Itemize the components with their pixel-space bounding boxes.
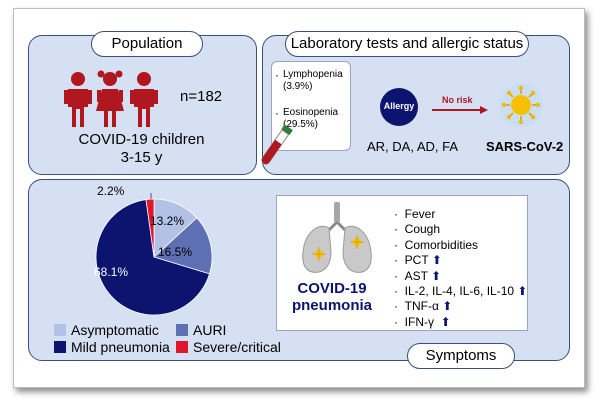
legend-swatch-severe [176,341,188,353]
legend-severe: Severe/critical [176,339,281,355]
eosinopenia-value: (29.5%) [283,119,319,130]
legend-mild: Mild pneumonia [54,339,170,355]
lymphopenia-value: (3.9%) [283,81,313,92]
population-count: n=182 [180,88,223,105]
virus-icon [499,83,543,127]
legend-text-mild: Mild pneumonia [71,339,170,355]
symptom-list: · Fever · Cough · Comorbidities · PCT ⬆ … [394,207,527,330]
symptom-item-ifn: · IFN-γ ⬆ [394,315,527,330]
population-title: Population [91,31,203,57]
lymphopenia-label: Lymphopenia [283,69,343,80]
up-arrow-icon: ⬆ [431,253,442,268]
figure-frame: Population n=182 COVID-19 children 3-15 … [13,8,585,388]
symptom-item-interleukins: · IL-2, IL-4, IL-6, IL-10 ⬆ [394,284,527,299]
symptom-item-pct: · PCT ⬆ [394,253,527,268]
symptom-bullet: · [394,222,398,237]
children-icon [64,70,158,127]
child-figure-right [130,72,158,127]
symptom-item-ast: · AST ⬆ [394,269,527,284]
legend-swatch-asymptomatic [54,324,66,336]
symptom-text: PCT [404,253,429,268]
symptom-text: IFN-γ [404,314,434,329]
symptom-bullet: · [394,299,398,314]
population-desc-line2: 3-15 y [120,149,163,166]
allergy-types: AR, DA, AD, FA [367,139,459,154]
pie-label-mild: 68.1% [94,265,129,279]
pie-label-auri: 16.5% [158,245,193,259]
child-figure-middle [96,70,124,127]
severity-pie-chart [95,193,213,316]
symptom-bullet: · [394,284,398,299]
legend-text-severe: Severe/critical [193,339,281,355]
lungs-icon [302,202,372,273]
virus-label: SARS-CoV-2 [486,139,564,154]
symptom-text: IL-2, IL-4, IL-6, IL-10 [404,284,515,299]
legend-text-auri: AURI [193,322,227,338]
allergy-label: Allergy [383,101,415,111]
pneumonia-label-line2: pneumonia [291,297,372,314]
symptoms-title: Symptoms [407,343,515,369]
symptom-text: Fever [404,207,436,221]
symptom-item-cough: · Cough [394,222,527,237]
bullet-lymphopenia: · [275,68,279,82]
symptom-bullet: · [394,314,398,329]
no-risk-arrow [432,106,488,114]
symptom-text: AST [404,268,428,283]
no-risk-label: No risk [442,95,473,105]
population-desc-line1: COVID-19 children [78,131,205,148]
pie-label-asymptomatic: 13.2% [150,214,185,228]
pie-slice-mild [95,199,210,316]
symptom-item-fever: · Fever [394,207,527,222]
symptom-text: TNF-α [404,299,439,314]
test-tube-icon [261,124,293,165]
lab-title: Laboratory tests and allergic status [285,31,529,57]
pie-slice-severe [145,198,155,258]
legend-swatch-auri [176,324,188,336]
bullet-eosinopenia: · [275,106,279,120]
symptom-item-tnf: · TNF-α ⬆ [394,299,527,314]
pie-label-severe: 2.2% [97,184,125,198]
legend-asymptomatic: Asymptomatic [54,322,159,338]
legend-auri: AURI [176,322,226,338]
up-arrow-icon: ⬆ [442,299,453,314]
symptom-bullet: · [394,268,398,283]
symptom-text: Comorbidities [404,237,479,252]
pie-slice-auri [153,217,213,275]
symptom-bullet: · [394,237,398,252]
blood-test-box [271,61,351,151]
symptom-bullet: · [394,207,398,221]
up-arrow-icon: ⬆ [517,284,528,299]
up-arrow-icon: ⬆ [431,268,442,283]
symptom-item-comorbidities: · Comorbidities [394,238,527,253]
symptom-text: Cough [404,222,441,237]
eosinopenia-label: Eosinopenia [283,107,339,118]
legend-text-asymptomatic: Asymptomatic [71,322,159,338]
child-figure-left [64,72,92,127]
symptom-bullet: · [394,253,398,268]
up-arrow-icon: ⬆ [440,314,451,329]
legend-swatch-mild [54,341,66,353]
pneumonia-label-line1: COVID-19 [297,280,367,297]
allergy-circle [380,88,418,126]
